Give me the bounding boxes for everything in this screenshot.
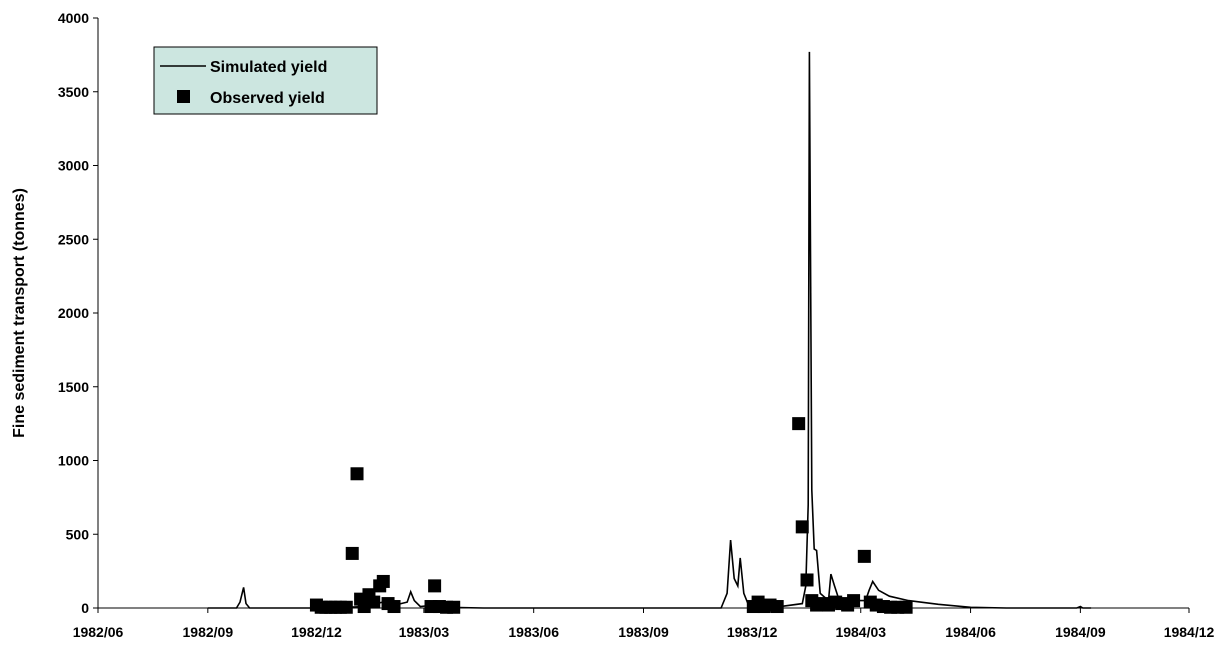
observed-yield-point (795, 520, 809, 534)
observed-yield-point (770, 600, 784, 614)
x-tick-label: 1982/06 (73, 624, 124, 640)
legend-label-simulated: Simulated yield (210, 59, 327, 76)
x-tick-label: 1984/09 (1055, 624, 1106, 640)
x-tick-label: 1984/06 (945, 624, 996, 640)
y-tick-label: 1000 (58, 453, 89, 469)
y-axis-title: Fine sediment transport (tonnes) (11, 188, 28, 438)
y-tick-label: 2000 (58, 305, 89, 321)
observed-yield-point (857, 549, 871, 563)
observed-yield-point (367, 595, 381, 609)
x-tick-label: 1984/03 (835, 624, 886, 640)
observed-yield-point (387, 600, 401, 614)
y-tick-label: 0 (81, 600, 89, 616)
simulated-yield-line (207, 51, 1092, 609)
observed-yield-point (428, 579, 442, 593)
legend: Simulated yield Observed yield (153, 46, 378, 115)
legend-square-swatch (177, 90, 190, 103)
legend-box (153, 46, 378, 115)
x-tick-label: 1982/09 (183, 624, 234, 640)
observed-yield-point (800, 573, 814, 587)
observed-yield-point (345, 546, 359, 560)
plot-area (207, 51, 1092, 614)
x-tick-label: 1983/06 (508, 624, 559, 640)
x-tick-label: 1983/09 (618, 624, 669, 640)
observed-yield-point (350, 467, 364, 481)
observed-yield-point (447, 600, 461, 614)
y-tick-label: 3500 (58, 84, 89, 100)
x-tick-label: 1984/12 (1164, 624, 1215, 640)
x-tick-label: 1982/12 (291, 624, 342, 640)
observed-yield-point (847, 594, 861, 608)
observed-yield-point (339, 600, 353, 614)
y-tick-label: 500 (66, 526, 90, 542)
y-tick-label: 4000 (58, 10, 89, 26)
observed-yield-point (792, 417, 806, 431)
y-tick-label: 3000 (58, 158, 89, 174)
y-axis: 0 500 1000 1500 2000 2500 3000 3500 4000 (58, 10, 99, 616)
x-tick-label: 1983/03 (399, 624, 450, 640)
x-axis: 1982/06 1982/09 1982/12 1983/03 1983/06 1983/… (73, 607, 1215, 640)
legend-label-observed: Observed yield (210, 90, 325, 107)
y-tick-label: 2500 (58, 231, 89, 247)
observed-yield-point (899, 600, 913, 614)
observed-yield-point (376, 574, 390, 588)
y-tick-label: 1500 (58, 379, 89, 395)
x-tick-label: 1983/12 (727, 624, 778, 640)
